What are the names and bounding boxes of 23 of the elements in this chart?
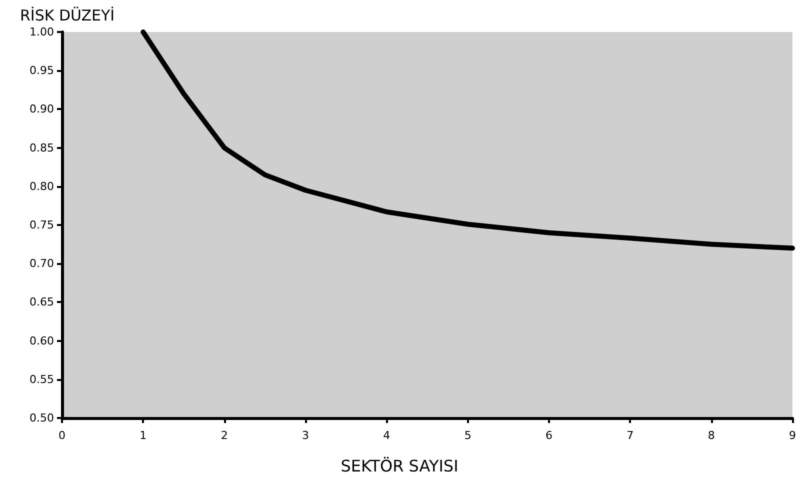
y-tick-label: 0.50 — [30, 412, 54, 424]
x-tick-label: 3 — [302, 429, 309, 442]
y-tick-label: 0.75 — [30, 218, 54, 232]
x-tick-label: 8 — [708, 429, 715, 442]
y-tick-label: 0.60 — [30, 334, 54, 348]
y-tick-label: 0.90 — [30, 102, 54, 116]
x-tick-label: 7 — [626, 429, 634, 442]
x-tick-label: 0 — [58, 429, 66, 442]
y-tick-label: 0.95 — [30, 64, 54, 78]
y-tick-label: 0.65 — [30, 296, 54, 309]
y-tick-label: 0.85 — [30, 141, 54, 154]
x-tick-label: 1 — [140, 429, 147, 442]
y-tick-label: 1.00 — [30, 26, 54, 38]
x-tick-label: 6 — [546, 429, 552, 442]
x-tick-label: 2 — [220, 429, 228, 442]
x-tick-label: 4 — [383, 429, 390, 442]
y-tick-label: 0.70 — [30, 257, 54, 270]
y-tick-label: 0.55 — [30, 372, 54, 386]
x-tick-label: 5 — [464, 429, 472, 442]
y-tick-label: 0.80 — [30, 180, 54, 193]
y-axis-title: RİSK DÜZEYİ — [20, 6, 115, 24]
x-tick-label: 9 — [789, 429, 796, 442]
x-axis-title: SEKTÖR SAYISI — [340, 456, 458, 476]
